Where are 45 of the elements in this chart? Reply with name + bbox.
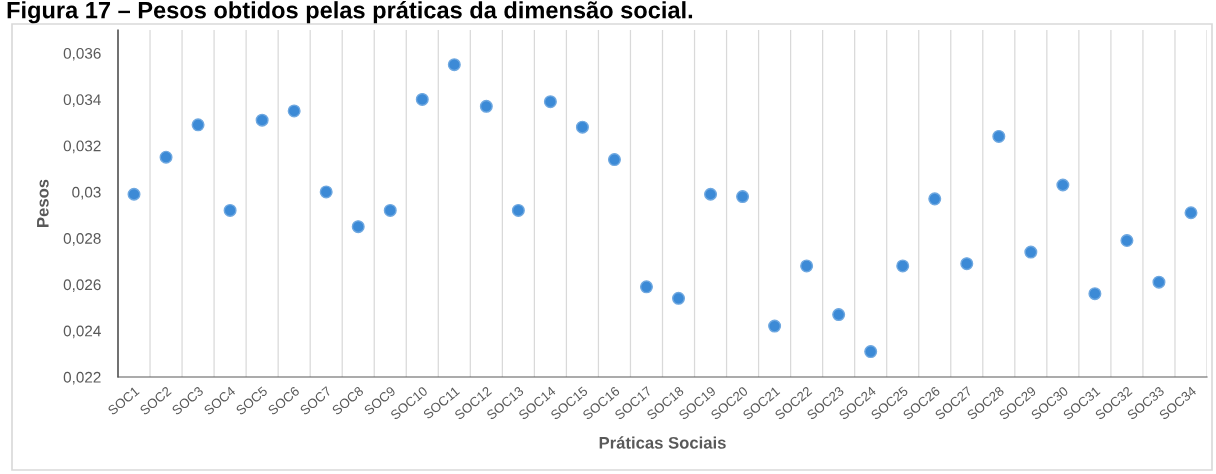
point	[287, 104, 301, 118]
point	[223, 203, 237, 217]
point	[319, 185, 333, 199]
y-tick-label: 0,034	[63, 94, 101, 107]
point	[800, 259, 814, 273]
point	[704, 187, 718, 201]
y-tick-label: 0,03	[72, 186, 101, 200]
point	[191, 118, 205, 132]
point	[1056, 178, 1070, 192]
chart-title: Figura 17 – Pesos obtidos pelas práticas da dimensão social.	[7, 0, 693, 24]
point	[383, 203, 397, 217]
point	[479, 99, 493, 113]
point	[1184, 206, 1198, 220]
y-tick-label: 0,024	[63, 325, 101, 339]
point	[672, 291, 686, 305]
point	[736, 190, 750, 204]
point	[992, 129, 1006, 143]
y-tick-label: 0,028	[63, 233, 101, 246]
point	[575, 120, 589, 134]
point	[960, 257, 974, 271]
point	[255, 113, 269, 127]
point	[1088, 287, 1102, 301]
y-axis-title: Pesos	[37, 179, 49, 227]
point	[768, 319, 782, 333]
point	[832, 308, 846, 322]
point	[1152, 275, 1166, 289]
point	[896, 259, 910, 273]
y-tick-label: 0,026	[63, 279, 101, 292]
point	[447, 58, 461, 72]
point	[639, 280, 653, 294]
point	[864, 345, 878, 359]
point	[511, 203, 525, 217]
y-tick-label: 0,022	[63, 371, 101, 385]
point	[1120, 234, 1134, 248]
y-tick-label: 0,032	[63, 140, 101, 154]
point	[415, 92, 429, 106]
point	[351, 220, 365, 234]
y-tick-label: 0,036	[63, 48, 101, 61]
point	[607, 153, 621, 167]
x-axis-title: Práticas Sociais	[599, 436, 726, 449]
point	[1024, 245, 1038, 259]
point	[127, 187, 141, 201]
point	[543, 95, 557, 109]
point	[159, 150, 173, 164]
point	[928, 192, 942, 206]
